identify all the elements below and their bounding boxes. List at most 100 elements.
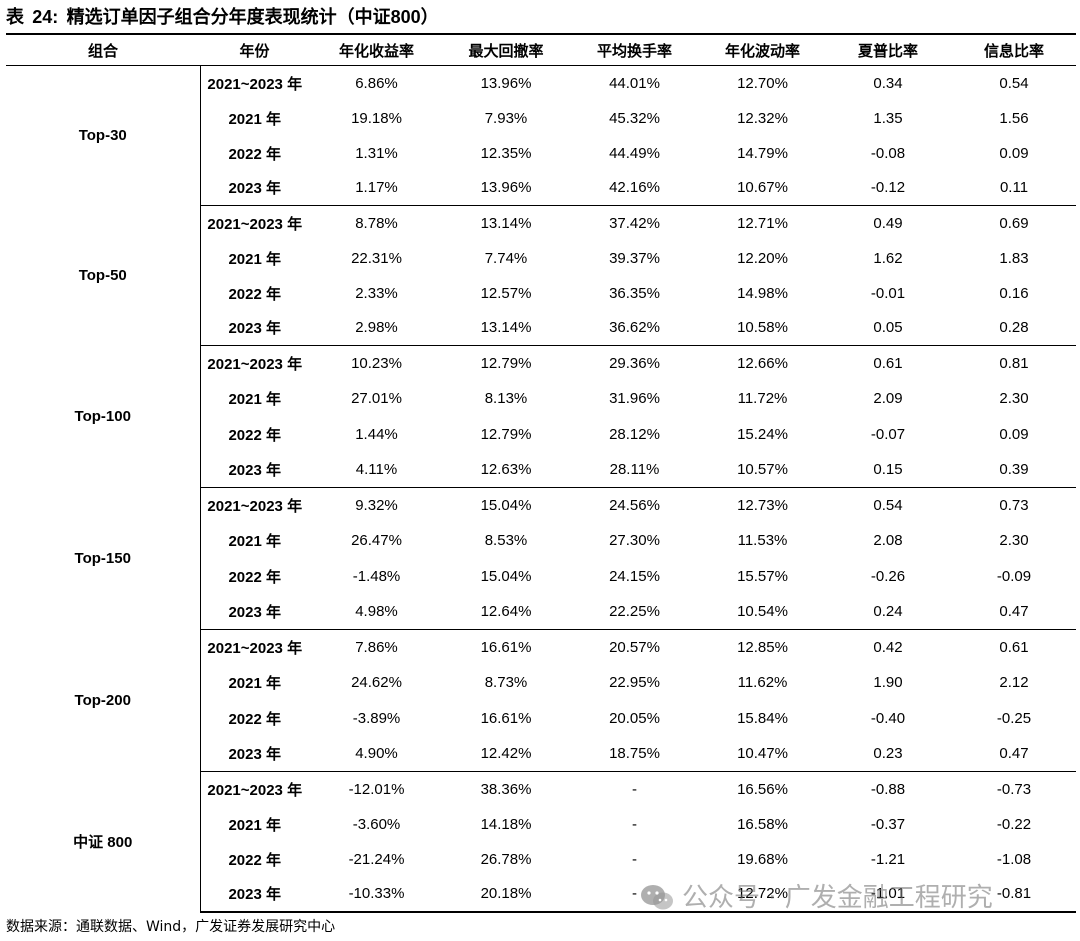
year-value: 2021	[228, 391, 262, 409]
table-row: Top-200 2021~2023 年 7.86% 16.61% 20.57% 12.85…	[6, 629, 1076, 772]
annual-volatility-cell: 11.62%	[737, 674, 788, 692]
avg-turnover-cell: 22.95%	[609, 674, 660, 692]
annual-return-cell: 1.31%	[355, 144, 398, 162]
annual-return-cell: 26.47%	[351, 532, 402, 550]
max-drawdown-cell: 12.42%	[444, 736, 568, 772]
info-ratio-cell: 0.81	[999, 355, 1029, 372]
max-drawdown-cell: 8.73%	[484, 674, 528, 692]
source-note: 数据来源：通联数据、Wind，广发证券发展研究中心	[6, 919, 336, 935]
annual-return-cell: 7.86%	[355, 639, 398, 656]
info-ratio-cell: 1.56	[999, 109, 1029, 127]
max-drawdown-cell: 14.18%	[480, 815, 532, 833]
year-cell: 2021 年	[200, 665, 309, 701]
year-cell: 2021~2023 年	[200, 346, 309, 382]
table-row: 2022 年 -21.24% 26.78% - 19.68% -1.21 -1.08	[6, 842, 1076, 877]
annual-return-cell: 10.23%	[351, 355, 402, 372]
max-drawdown-cell: 13.96%	[480, 74, 532, 92]
max-drawdown-cell: 7.74%	[484, 249, 528, 267]
year-unit: 年	[266, 674, 282, 693]
wechat-icon	[641, 885, 673, 910]
sharpe-ratio-cell: -1.01	[824, 876, 952, 913]
info-ratio-cell: -0.22	[996, 815, 1032, 833]
avg-turnover-cell: 20.05%	[609, 709, 660, 727]
info-ratio-cell: -0.25	[996, 709, 1032, 727]
sharpe-ratio-cell: -1.21	[870, 850, 906, 868]
max-drawdown-cell: 13.14%	[480, 214, 532, 232]
annual-volatility-cell: 12.72%	[701, 876, 824, 913]
annual-return-cell: -10.33%	[309, 876, 444, 913]
year-value: 2022	[228, 710, 262, 728]
header-avg-turnover: 平均换手率	[568, 33, 701, 66]
avg-turnover-cell: 39.37%	[609, 249, 660, 267]
year-cell: 2023 年	[200, 594, 309, 630]
annual-return-cell: 4.98%	[309, 594, 444, 630]
avg-turnover-cell: -	[568, 876, 701, 913]
max-drawdown-cell: 8.53%	[484, 532, 528, 550]
info-ratio-cell: 0.09	[999, 425, 1029, 443]
year-cell: 2021 年	[200, 807, 309, 842]
annual-return-cell: 2.98%	[309, 310, 444, 346]
year-unit: 年	[266, 284, 282, 303]
year-cell: 2022 年	[200, 417, 309, 453]
max-drawdown-cell: 16.61%	[480, 639, 532, 656]
annual-return-cell: 4.90%	[309, 736, 444, 772]
table-row: 2023 年 1.17% 13.96% 42.16% 10.67% -0.12 0.11	[6, 170, 1076, 206]
table-row: 2023 年 4.90% 12.42% 18.75% 10.47% 0.23 0.47	[6, 736, 1076, 772]
sharpe-ratio-cell: -0.08	[870, 144, 906, 162]
info-ratio-cell: 0.61	[999, 639, 1029, 656]
info-ratio-cell: -1.08	[996, 850, 1032, 868]
year-cell: 2022 年	[200, 701, 309, 737]
table-row: 2023 年 2.98% 13.14% 36.62% 10.58% 0.05 0.28	[6, 310, 1076, 346]
avg-turnover-cell: 24.15%	[609, 567, 660, 585]
annual-volatility-cell: 12.73%	[737, 497, 788, 514]
annual-return-cell: 1.44%	[355, 425, 398, 443]
avg-turnover-cell: -	[632, 850, 637, 868]
avg-turnover-cell: 37.42%	[609, 214, 660, 232]
year-unit: 年	[266, 109, 282, 128]
annual-return-cell: 1.17%	[309, 170, 444, 206]
group-name-cell: Top-200	[6, 629, 201, 772]
year-value: 2021~2023	[207, 356, 283, 373]
sharpe-ratio-cell: 1.35	[873, 109, 903, 127]
year-unit: 年	[266, 319, 282, 338]
avg-turnover-cell: 29.36%	[609, 355, 660, 372]
max-drawdown-cell: 15.04%	[480, 497, 532, 514]
avg-turnover-cell: 27.30%	[609, 532, 660, 550]
year-cell: 2021~2023 年	[200, 772, 309, 807]
avg-turnover-cell: 31.96%	[609, 390, 660, 408]
year-value: 2023	[228, 462, 262, 479]
annual-volatility-cell: 14.79%	[737, 144, 788, 162]
annual-return-cell: 22.31%	[351, 249, 402, 267]
sharpe-ratio-cell: 0.05	[824, 310, 952, 346]
sharpe-ratio-cell: 1.62	[873, 249, 903, 267]
avg-turnover-cell: 28.11%	[568, 452, 701, 488]
table-row: 2023 年 4.98% 12.64% 22.25% 10.54% 0.24 0.47	[6, 594, 1076, 630]
table-row: 2023 年 4.11% 12.63% 28.11% 10.57% 0.15 0.39	[6, 452, 1076, 488]
info-ratio-cell: 0.11	[952, 170, 1076, 206]
annual-return-cell: -3.60%	[352, 815, 401, 833]
max-drawdown-cell: 26.78%	[480, 850, 532, 868]
year-value: 2022	[228, 426, 262, 444]
year-cell: 2022 年	[200, 136, 309, 171]
year-value: 2021~2023	[207, 215, 283, 233]
table-row: 2023 年 -10.33% 20.18% -12.72% -1.01 -0.81	[6, 876, 1076, 913]
year-value: 2022	[228, 145, 262, 163]
table-row: 2021 年 19.18% 7.93% 45.32% 12.32% 1.35 1.56	[6, 101, 1076, 136]
year-cell: 2023 年	[200, 310, 309, 346]
year-unit: 年	[266, 461, 282, 479]
year-value: 2021~2023	[207, 640, 283, 657]
table-row: 2021 年 27.01% 8.13% 31.96% 11.72% 2.09 2.30	[6, 381, 1076, 417]
year-cell: 2021 年	[200, 523, 309, 559]
header-row: 组合 年份 年化收益率 最大回撤率 平均换手率 年化波动率 夏普比率 信息比率	[6, 33, 1076, 66]
watermark-text: 公众号 · 广发金融工程研究	[682, 883, 993, 913]
sharpe-ratio-cell: 0.49	[873, 214, 903, 232]
title-tail: 中证800）	[354, 7, 439, 27]
annual-return-cell: 9.32%	[355, 497, 398, 514]
table-row: 2022 年 2.33% 12.57% 36.35% 14.98% -0.01 0.16	[6, 276, 1076, 311]
year-unit: 年	[266, 144, 282, 163]
year-unit: 年	[266, 390, 282, 409]
table-row: 2021 年 -3.60% 14.18% - 16.58% -0.37 -0.22	[6, 807, 1076, 842]
annual-volatility-cell: 15.24%	[737, 425, 788, 443]
table-row: 2022 年 -1.48% 15.04% 24.15% 15.57% -0.26 -0.09	[6, 559, 1076, 595]
title-number: 24:	[32, 7, 59, 27]
